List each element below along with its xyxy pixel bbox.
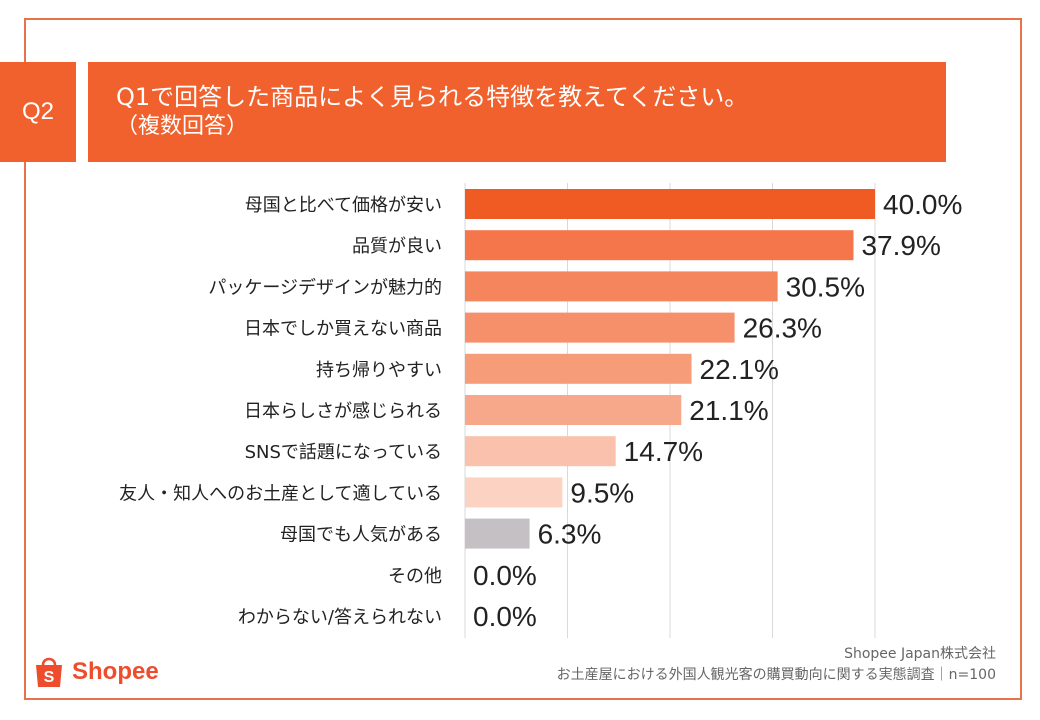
svg-text:S: S [44, 669, 55, 686]
source-note: Shopee Japan株式会社 お土産屋における外国人観光客の購買動向に関する… [557, 644, 996, 686]
category-label: わからない/答えられない [238, 607, 442, 628]
question-banner: Q1で回答した商品によく見られる特徴を教えてください。 （複数回答） [88, 62, 946, 162]
shopping-bag-icon: S [36, 657, 62, 687]
chart-frame [24, 18, 1022, 700]
value-label: 37.9% [861, 230, 940, 261]
value-label: 9.5% [570, 477, 634, 508]
value-label: 0.0% [473, 601, 537, 632]
bar [465, 395, 682, 425]
value-label: 21.1% [689, 395, 768, 426]
bar [465, 271, 778, 302]
logo-text: Shopee [72, 658, 159, 685]
value-label: 6.3% [538, 519, 602, 550]
category-label: 日本でしか買えない商品 [244, 319, 442, 340]
bar [465, 312, 735, 343]
category-label: SNSで話題になっている [245, 442, 442, 463]
question-title: Q1で回答した商品によく見られる特徴を教えてください。 [116, 83, 749, 111]
value-label: 30.5% [786, 271, 865, 302]
category-label: 友人・知人へのお土産として適している [119, 483, 442, 504]
shopee-logo: S Shopee [34, 652, 159, 692]
category-label: 持ち帰りやすい [316, 360, 442, 381]
question-badge: Q2 [0, 62, 76, 162]
category-label: その他 [388, 566, 442, 587]
question-subtitle: （複数回答） [116, 114, 249, 139]
category-label: 日本らしさが感じられる [244, 401, 442, 422]
bar [465, 189, 875, 219]
category-label: パッケージデザインが魅力的 [208, 277, 442, 298]
bar [465, 436, 616, 467]
value-label: 14.7% [624, 436, 703, 467]
value-label: 22.1% [700, 354, 779, 385]
bar [465, 230, 854, 261]
category-label: 母国でも人気がある [280, 525, 442, 546]
category-label: 母国と比べて価格が安い [245, 195, 442, 216]
value-label: 40.0% [883, 189, 962, 220]
source-company: Shopee Japan株式会社 [844, 646, 996, 662]
value-label: 0.0% [473, 560, 537, 591]
bar [465, 353, 692, 384]
value-label: 26.3% [743, 313, 822, 344]
bar [465, 518, 530, 549]
question-number: Q2 [21, 98, 54, 125]
bar [465, 477, 563, 508]
category-label: 品質が良い [352, 236, 442, 257]
source-survey: お土産屋における外国人観光客の購買動向に関する実態調査｜n=100 [556, 667, 996, 683]
